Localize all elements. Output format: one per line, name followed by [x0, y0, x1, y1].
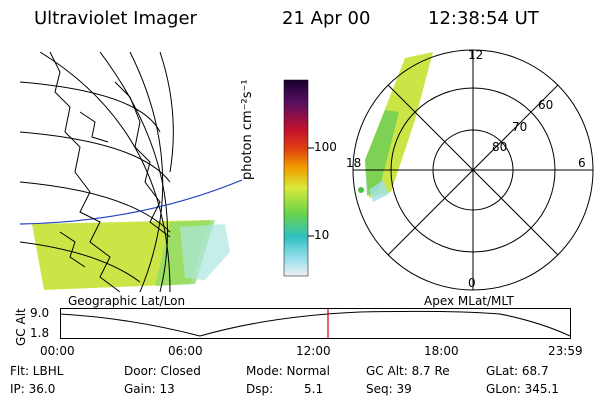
colorbar [283, 79, 314, 277]
info-ip: IP: 36.0 [10, 382, 56, 396]
lat-label-80: 80 [492, 140, 508, 154]
mlt-label-18: 18 [346, 156, 362, 170]
info-dsp-value: 5.1 [304, 382, 324, 396]
info-dsp-label: Dsp: [246, 382, 274, 396]
info-glon: GLon: 345.1 [486, 382, 559, 396]
polar-plot [352, 49, 594, 291]
info-door: Door: Closed [124, 364, 201, 378]
y-tick-9: 9.0 [30, 306, 50, 320]
x-tick-18: 18:00 [424, 344, 459, 358]
info-mode: Mode: Normal [246, 364, 330, 378]
colorbar-tick-10: 10 [314, 228, 330, 242]
geographic-label: Geographic Lat/Lon [68, 294, 186, 308]
x-tick-06: 06:00 [168, 344, 203, 358]
date-label: 21 Apr 00 [282, 8, 371, 29]
gc-alt-axis-label: GC Alt [14, 308, 28, 346]
lat-label-70: 70 [512, 120, 528, 134]
x-tick-00: 00:00 [40, 344, 75, 358]
info-gc-alt: GC Alt: 8.7 Re [366, 364, 450, 378]
altitude-plot [60, 308, 571, 339]
y-tick-1-8: 1.8 [30, 326, 50, 340]
time-label: 12:38:54 UT [428, 8, 539, 29]
x-tick-2359: 23:59 [548, 344, 583, 358]
mlt-label-0: 0 [468, 276, 476, 290]
apex-label: Apex MLat/MLT [424, 294, 514, 308]
colorbar-unit-label: photon cm⁻²s⁻¹ [240, 79, 255, 180]
info-glat: GLat: 68.7 [486, 364, 549, 378]
geographic-map-image [20, 52, 242, 292]
mlt-label-6: 6 [578, 156, 586, 170]
mlt-label-12: 12 [468, 48, 484, 62]
info-filter: Flt: LBHL [10, 364, 64, 378]
instrument-title: Ultraviolet Imager [34, 8, 197, 29]
lat-label-60: 60 [538, 98, 554, 112]
x-tick-12: 12:00 [296, 344, 331, 358]
colorbar-tick-100: 100 [314, 140, 337, 154]
info-gain: Gain: 13 [124, 382, 175, 396]
info-seq: Seq: 39 [366, 382, 412, 396]
